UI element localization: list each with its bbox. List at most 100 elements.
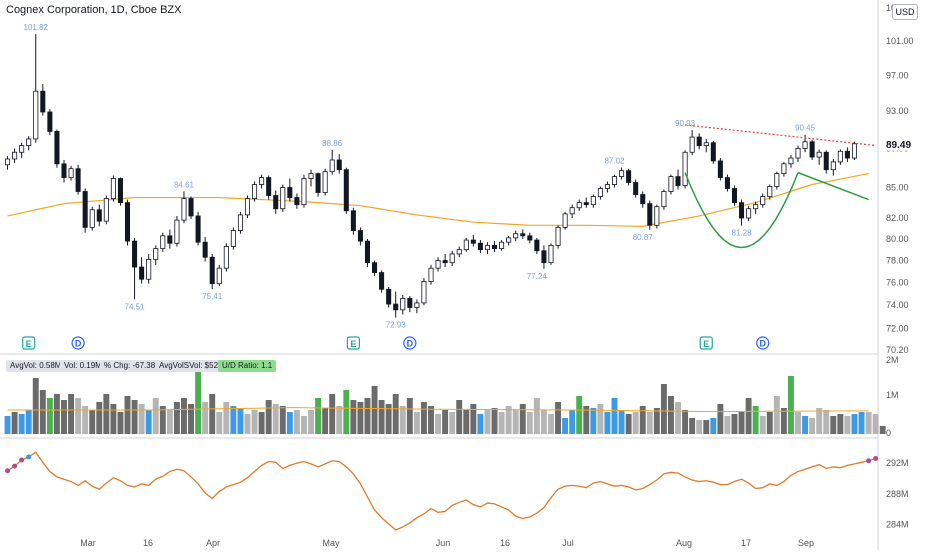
y-tick-label: 93.00	[886, 106, 909, 116]
rs-line	[7, 451, 876, 531]
candle-body	[781, 163, 787, 175]
price-annotation: 87.02	[604, 157, 625, 166]
dividend-marker	[403, 336, 417, 350]
candle-body	[5, 158, 11, 166]
volume-bar	[703, 420, 710, 434]
volume-bar	[406, 398, 413, 434]
volume-bar	[844, 416, 851, 434]
volume-bar	[491, 408, 498, 434]
volume-bar	[96, 402, 103, 434]
candle-body	[357, 230, 363, 242]
last-price-box	[879, 136, 921, 151]
price-annotation: 77.24	[527, 272, 548, 281]
volume-bar	[230, 406, 237, 434]
candle-body	[40, 90, 46, 113]
candle-body	[188, 198, 194, 217]
candle-body	[477, 242, 483, 251]
y-tick-label: 70.20	[886, 345, 909, 355]
volume-bar	[625, 414, 632, 434]
rs-highlight-dot	[19, 457, 25, 463]
chart-title: Cognex Corporation, 1D, Cboe BZX	[6, 4, 182, 16]
candle-body	[548, 244, 554, 264]
earnings-marker	[22, 336, 36, 350]
volume-bar	[265, 400, 272, 434]
candle-body	[181, 198, 187, 221]
relative-strength-line	[5, 451, 879, 531]
volume-bar	[61, 400, 67, 434]
volume-bar	[350, 400, 357, 434]
candle-body	[153, 248, 159, 260]
candle-body	[421, 281, 427, 304]
currency-button[interactable]: USD	[892, 4, 918, 20]
volume-bar	[442, 410, 449, 434]
volume-bar	[484, 410, 491, 434]
candle-body	[576, 202, 582, 209]
candle-body	[26, 138, 32, 146]
candle-body	[689, 136, 695, 153]
candle-body	[195, 215, 201, 243]
candle-body	[266, 177, 272, 196]
volume-bar	[632, 412, 639, 434]
volume-bar	[773, 396, 780, 434]
candle-body	[597, 188, 603, 197]
volume-bar	[103, 394, 110, 434]
volume-bar	[872, 414, 879, 434]
volume-bar	[611, 398, 618, 434]
volume-tick-label: 0	[886, 428, 891, 438]
price-annotation: 90.45	[795, 124, 816, 133]
candle-body	[308, 173, 314, 179]
pct-change-chip: % Chg: -67.38%	[100, 360, 167, 372]
candle-body	[513, 233, 519, 239]
candle-body	[364, 240, 370, 264]
volume-bar	[660, 384, 667, 434]
ma50-line	[7, 173, 869, 227]
volume-bar	[540, 410, 547, 434]
y-tick-label: 74.00	[886, 300, 909, 310]
volume-bar	[46, 398, 53, 434]
candle-body	[851, 143, 857, 159]
avg-vol-chip: AvgVol: 0.58M	[6, 360, 66, 372]
volume-bar	[809, 418, 816, 434]
price-annotation: 80.87	[633, 233, 654, 242]
volume-bar	[456, 400, 463, 434]
candle-body	[696, 136, 702, 146]
candle-body	[739, 202, 745, 219]
volume-bar	[745, 398, 752, 434]
volume-bar	[329, 394, 336, 434]
volume-bar	[802, 416, 809, 434]
candle-body	[703, 142, 709, 146]
volume-tick-label: 2M	[886, 355, 899, 365]
vol-chip: Vol: 0.19M	[60, 360, 106, 372]
volume-bar	[731, 414, 738, 434]
grid	[0, 0, 879, 550]
axes: 70.20 72.00 74.00 76.00 78.00 80.00 82.00 85.00…	[80, 3, 921, 548]
volume-bar	[399, 406, 406, 434]
price-annotation: 90.93	[675, 119, 696, 128]
candle-body	[661, 191, 667, 208]
dividend-marker-letter: D	[759, 339, 766, 349]
volume-bar	[39, 390, 46, 434]
price-annotation: 101.82	[24, 23, 49, 32]
volume-bar	[604, 412, 611, 434]
volume-bar	[181, 398, 187, 434]
candle-body	[237, 214, 243, 231]
volume-bar	[555, 402, 562, 434]
pattern-overlay	[684, 124, 877, 249]
volume-bar	[597, 404, 604, 434]
price-annotation: 75.41	[202, 292, 223, 301]
candle-body	[379, 272, 385, 290]
resistance-line	[685, 124, 877, 147]
candle-body	[54, 131, 60, 165]
volume-bar	[759, 416, 766, 434]
volume-bar	[583, 406, 590, 434]
volume-bar	[639, 406, 646, 434]
volume-bar	[682, 410, 689, 434]
volume-bar	[322, 408, 329, 434]
rs-highlight-dot	[26, 454, 32, 460]
candle-body	[146, 259, 152, 280]
price-annotations: 101.82 74.51 84.61 75.41 88.86 72.93 77.24 87.0…	[24, 23, 816, 329]
candle-body	[428, 267, 434, 282]
candle-body	[499, 241, 505, 250]
